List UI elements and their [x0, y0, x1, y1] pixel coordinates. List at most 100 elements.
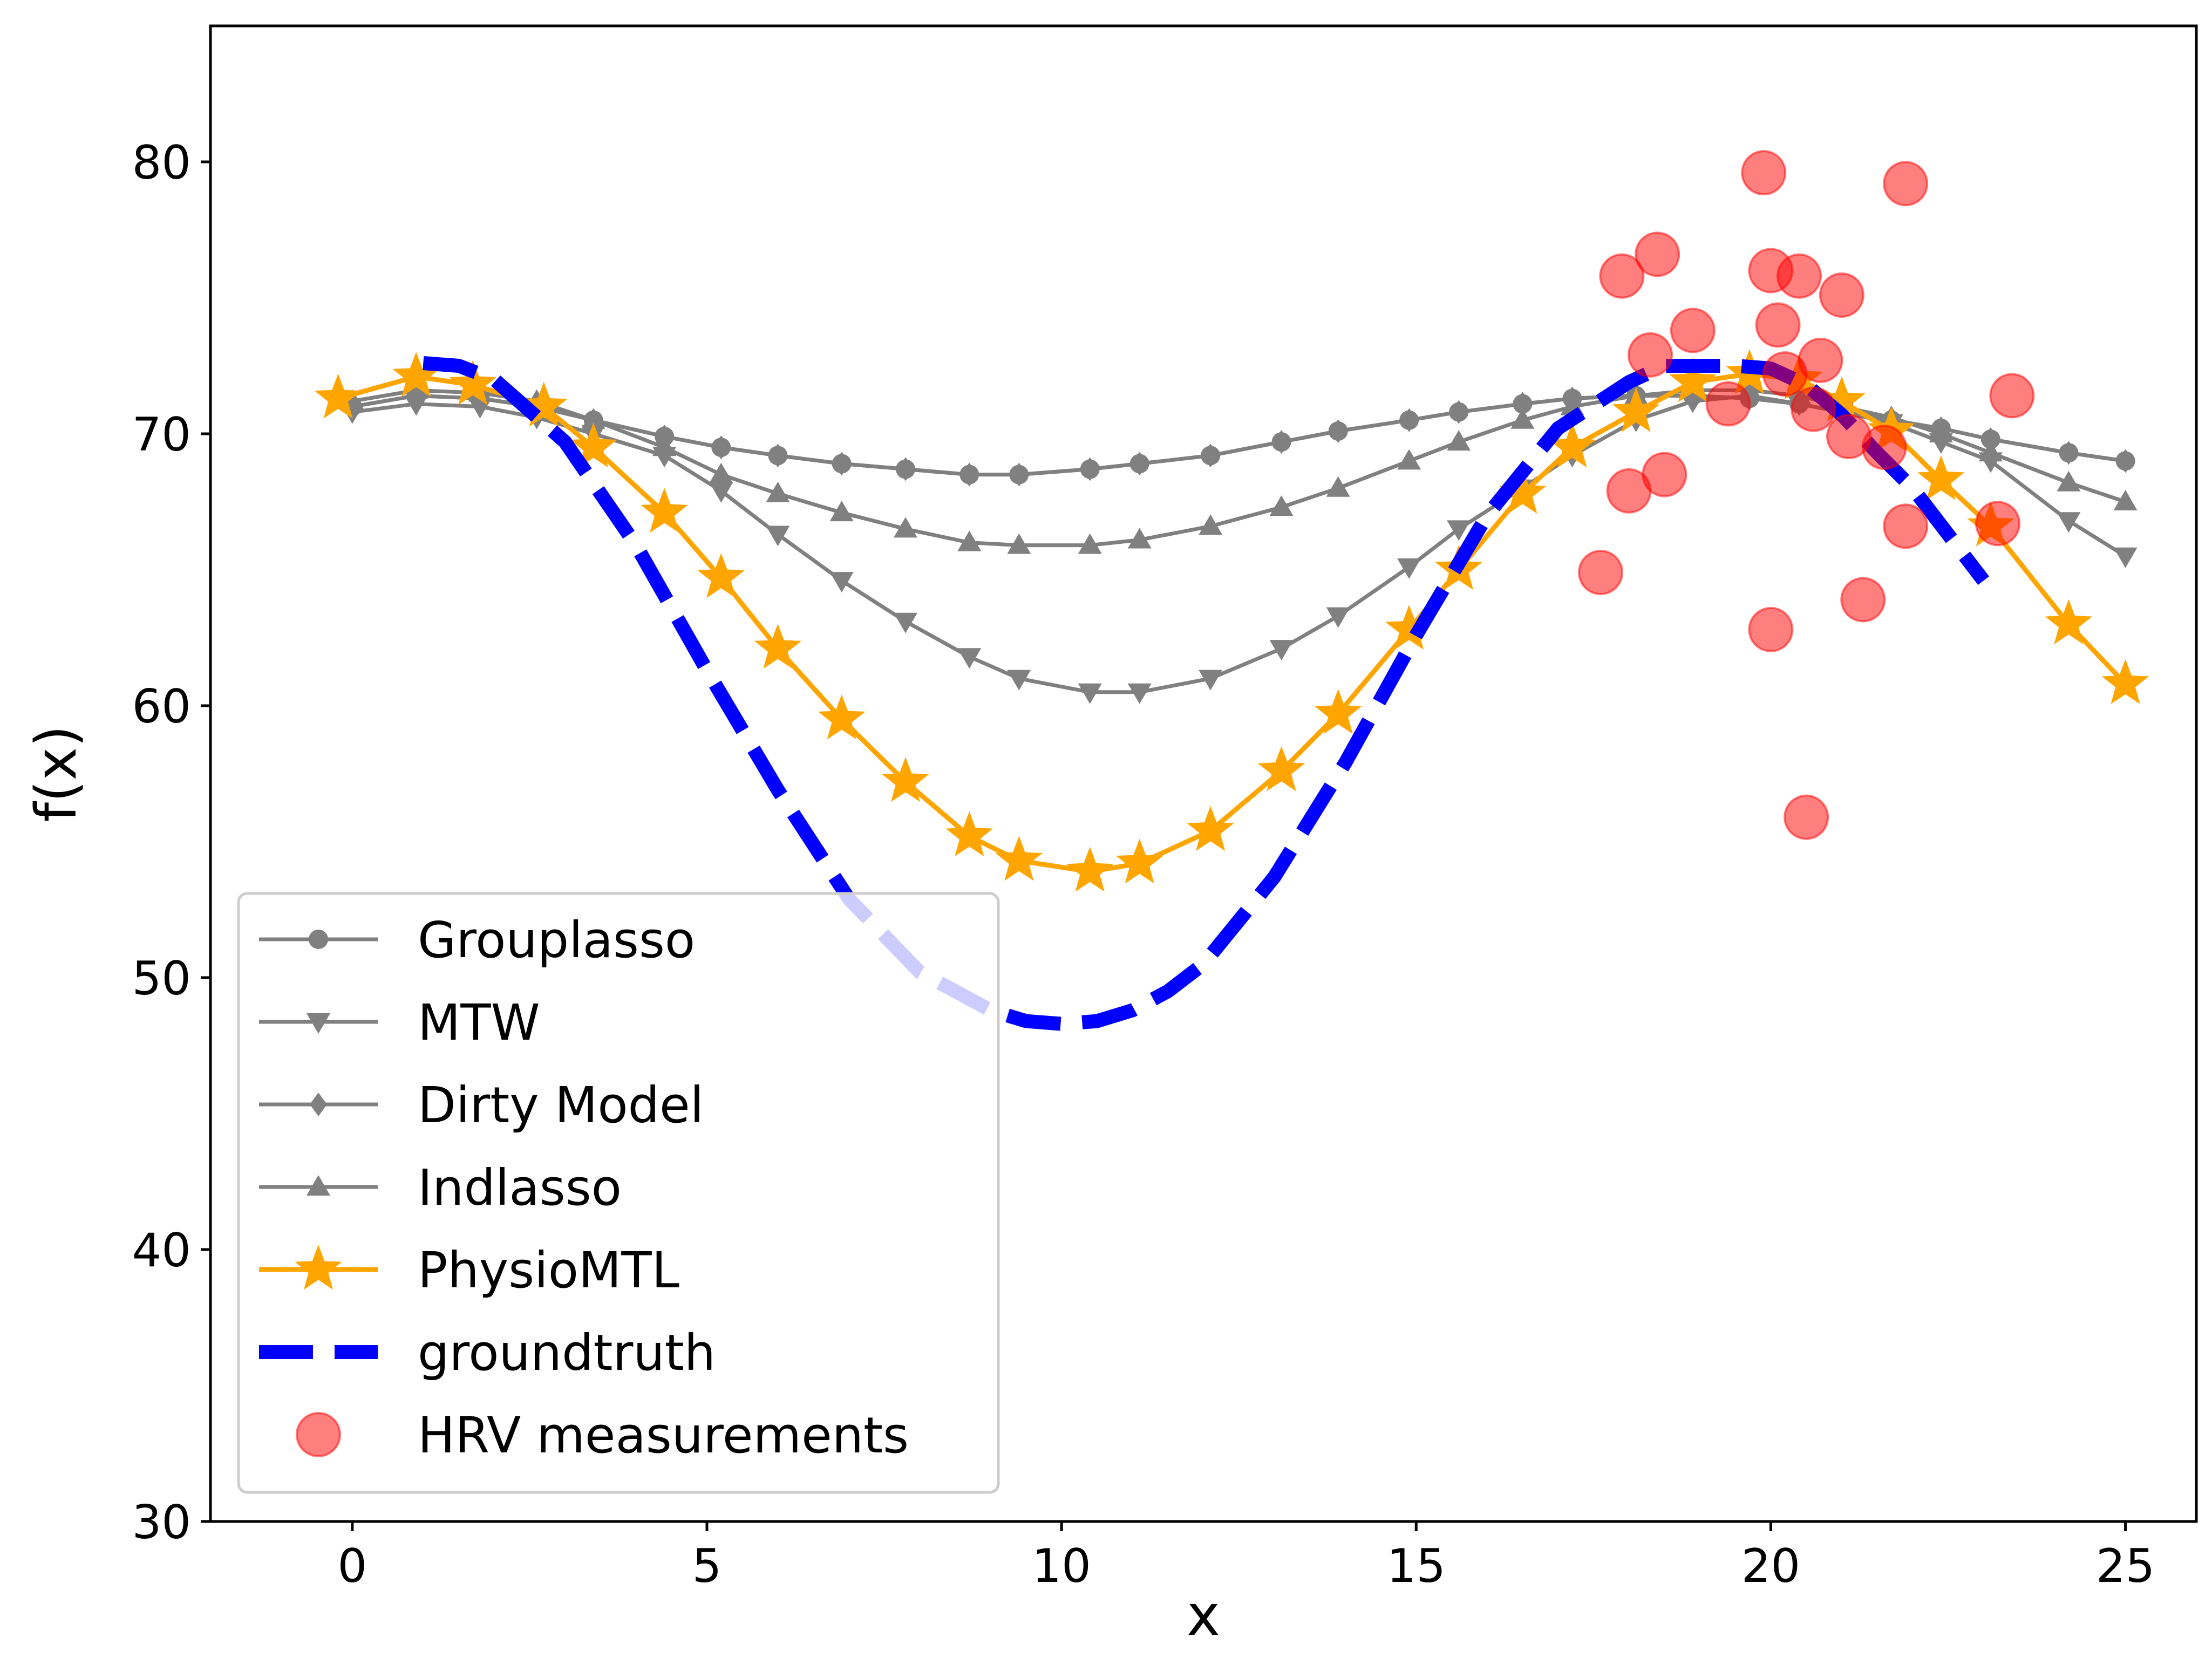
data-point [995, 836, 1043, 881]
hrv-point [1642, 452, 1687, 497]
data-point [766, 526, 790, 547]
legend-entry: PhysioMTL [259, 1241, 679, 1299]
data-point [520, 381, 568, 427]
data-point [1272, 430, 1290, 454]
legend-label: groundtruth [418, 1324, 716, 1382]
data-point [1397, 558, 1421, 579]
data-point [2045, 599, 2093, 644]
x-tick-label: 20 [1741, 1539, 1800, 1593]
data-point [2101, 659, 2149, 704]
hrv-point [1840, 577, 1886, 623]
data-point [1202, 443, 1220, 468]
hrv-point [1861, 425, 1907, 470]
legend-label: Indlasso [418, 1159, 622, 1217]
hrv-point [1989, 373, 2035, 419]
data-point [1326, 476, 1350, 497]
y-tick-label: 40 [132, 1224, 191, 1278]
data-point [882, 757, 929, 802]
legend-marker [307, 1013, 330, 1034]
hrv-point [1670, 308, 1716, 353]
data-point [314, 373, 362, 419]
legend-entry: Grouplasso [259, 911, 695, 969]
y-axis-label: f(x) [23, 725, 89, 822]
legend-marker [310, 1093, 327, 1116]
legend: Grouplasso MTW Dirty Model Indlasso PhysioMT… [237, 892, 1000, 1494]
data-point [833, 452, 850, 476]
data-point [1131, 452, 1148, 476]
hrv-point [1748, 606, 1794, 652]
hrv-point [1819, 272, 1864, 318]
x-tick-label: 5 [692, 1539, 722, 1593]
legend-box [237, 892, 1000, 1494]
data-point [1917, 455, 1965, 500]
hrv-point [1578, 550, 1623, 596]
hrv-point [1798, 337, 1843, 383]
data-point [712, 435, 730, 460]
data-point [709, 462, 733, 483]
data-point [581, 408, 605, 429]
data-point [1400, 408, 1418, 432]
legend-entry: Indlasso [259, 1159, 622, 1217]
data-point [2113, 490, 2138, 510]
data-point [1269, 495, 1294, 516]
y-tick-label: 80 [132, 136, 191, 190]
ticks-layer: 0 5 10 15 20 25 30 40 50 60 70 80 [132, 136, 2155, 1593]
data-point [709, 482, 733, 503]
hrv-point [1777, 253, 1822, 299]
data-point [957, 530, 982, 551]
data-point [1447, 520, 1471, 541]
data-point [1669, 357, 1717, 402]
legend-label: Grouplasso [418, 911, 695, 969]
data-point [2057, 512, 2081, 533]
y-tick-label: 60 [132, 680, 191, 734]
data-point [1127, 683, 1152, 704]
data-point [1007, 533, 1031, 554]
data-point [1010, 462, 1028, 487]
data-point [449, 360, 496, 405]
data-point [1385, 604, 1433, 650]
series-layer [314, 150, 2149, 1031]
hrv-point [1883, 161, 1929, 207]
y-tick-label: 50 [132, 952, 191, 1006]
data-point [570, 422, 617, 468]
data-point [1982, 427, 1999, 452]
legend-marker [307, 1175, 330, 1196]
data-point [404, 378, 428, 399]
hrv-point [1635, 231, 1680, 277]
data-point [818, 694, 866, 740]
hrv-point [1975, 501, 2020, 547]
data-point [1450, 400, 1468, 424]
data-point [1499, 468, 1547, 514]
data-point [1929, 422, 1953, 442]
y-tick-label: 30 [132, 1496, 191, 1550]
data-point [1397, 449, 1421, 470]
x-tick-label: 25 [2096, 1539, 2155, 1593]
data-point [1187, 806, 1234, 851]
data-point [1612, 387, 1660, 432]
y-tick-label: 70 [132, 408, 191, 462]
data-point [894, 612, 917, 633]
data-point [829, 501, 854, 522]
legend-entry: groundtruth [259, 1324, 716, 1382]
data-point [1447, 430, 1471, 451]
data-point [1514, 392, 1532, 416]
data-point [766, 481, 790, 502]
data-point [2060, 441, 2078, 465]
data-point [1078, 683, 1102, 704]
legend-entry: HRV measurements [296, 1407, 909, 1464]
legend-label: HRV measurements [418, 1407, 909, 1464]
hrv-point [1599, 253, 1645, 299]
data-point [1269, 640, 1294, 661]
data-point [1081, 457, 1099, 481]
data-point [961, 462, 978, 487]
data-point [2113, 547, 2138, 568]
data-point [1066, 847, 1114, 892]
data-point [697, 553, 745, 598]
hrv-point [1755, 302, 1801, 348]
data-point [945, 811, 993, 857]
data-point [1818, 376, 1866, 421]
data-point [1315, 689, 1362, 734]
x-tick-label: 0 [337, 1539, 367, 1593]
data-point [1199, 670, 1223, 691]
